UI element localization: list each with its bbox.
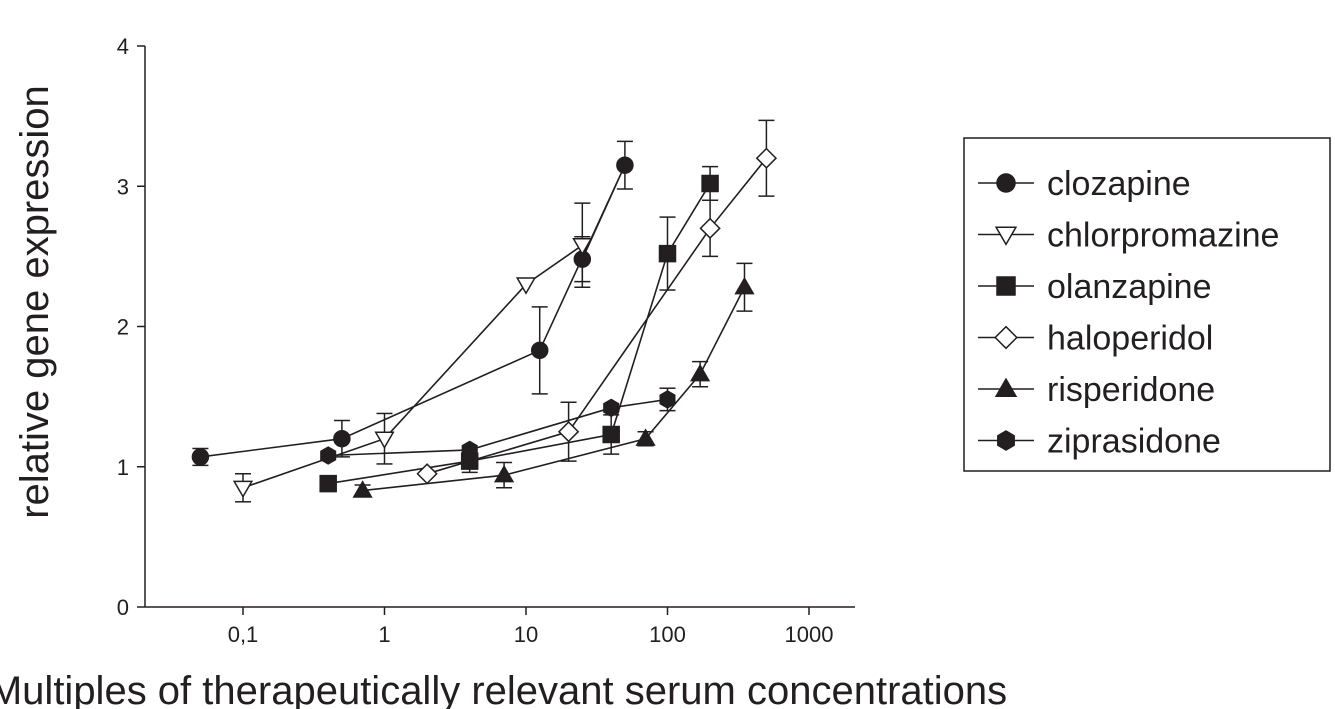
point-clozapine — [333, 429, 351, 448]
point-clozapine — [191, 448, 210, 466]
point-olanzapine — [602, 425, 620, 444]
point-chlorpromazine — [515, 277, 537, 295]
x-axis-label: Multiples of therapeutically relevant se… — [0, 669, 1007, 709]
legend-label-clozapine: clozapine — [1047, 165, 1191, 203]
point-olanzapine — [319, 474, 337, 493]
point-clozapine — [616, 156, 634, 174]
point-ziprasidone — [603, 398, 620, 418]
x-tick-label: 0,1 — [228, 622, 259, 647]
point-risperidone — [635, 428, 656, 446]
x-tick-label: 100 — [649, 622, 686, 647]
point-risperidone — [734, 276, 755, 295]
y-tick-label: 4 — [117, 34, 129, 59]
point-clozapine — [530, 341, 549, 360]
point-haloperidol — [699, 217, 721, 239]
legend-label-chlorpromazine: chlorpromazine — [1047, 217, 1279, 255]
legend-label-olanzapine: olanzapine — [1047, 268, 1211, 306]
series-line-haloperidol — [426, 157, 768, 475]
legend-marker-ziprasidone — [997, 430, 1015, 451]
series-line-ziprasidone — [328, 398, 668, 457]
point-ziprasidone — [461, 440, 478, 460]
legend-marker-chlorpromazine — [994, 226, 1018, 246]
point-chlorpromazine — [232, 480, 254, 499]
legend-marker-olanzapine — [996, 276, 1016, 296]
legend-label-ziprasidone: ziprasidone — [1047, 423, 1221, 461]
legend-label-haloperidol: haloperidol — [1047, 320, 1213, 358]
point-haloperidol — [416, 463, 438, 485]
point-olanzapine — [658, 244, 677, 263]
legend-items: clozapine chlorpromazine olanzapine haloper… — [978, 165, 1279, 461]
point-haloperidol — [557, 421, 580, 443]
x-tick-label: 1 — [378, 622, 390, 647]
y-tick-label: 2 — [117, 315, 129, 340]
point-ziprasidone — [320, 446, 337, 465]
x-tick-label: 1000 — [785, 622, 834, 647]
series-line-clozapine — [200, 164, 626, 458]
point-chlorpromazine — [572, 238, 593, 256]
point-risperidone — [352, 480, 373, 498]
series-line-chlorpromazine — [242, 244, 583, 489]
y-tick-label: 3 — [117, 174, 129, 199]
point-ziprasidone — [659, 390, 676, 409]
y-tick-label: 0 — [117, 595, 129, 620]
y-axis-label: relative gene expression — [13, 85, 57, 519]
point-haloperidol — [755, 147, 778, 169]
y-tick-label: 1 — [117, 455, 129, 480]
point-risperidone — [493, 464, 515, 483]
legend-marker-haloperidol — [994, 325, 1018, 350]
x-tick-label: 10 — [514, 622, 538, 647]
point-olanzapine — [701, 174, 719, 193]
plot-area: 0 1 2 3 4 0,1 1 10 100 1000 — [117, 34, 855, 647]
legend-box — [963, 137, 1331, 472]
point-chlorpromazine — [374, 431, 395, 449]
series-line-risperidone — [362, 286, 746, 492]
legend-marker-clozapine — [996, 173, 1016, 193]
point-risperidone — [690, 363, 711, 382]
legend-label-risperidone: risperidone — [1047, 371, 1215, 409]
legend: clozapine chlorpromazine olanzapine haloper… — [963, 137, 1331, 472]
legend-marker-risperidone — [994, 377, 1018, 397]
